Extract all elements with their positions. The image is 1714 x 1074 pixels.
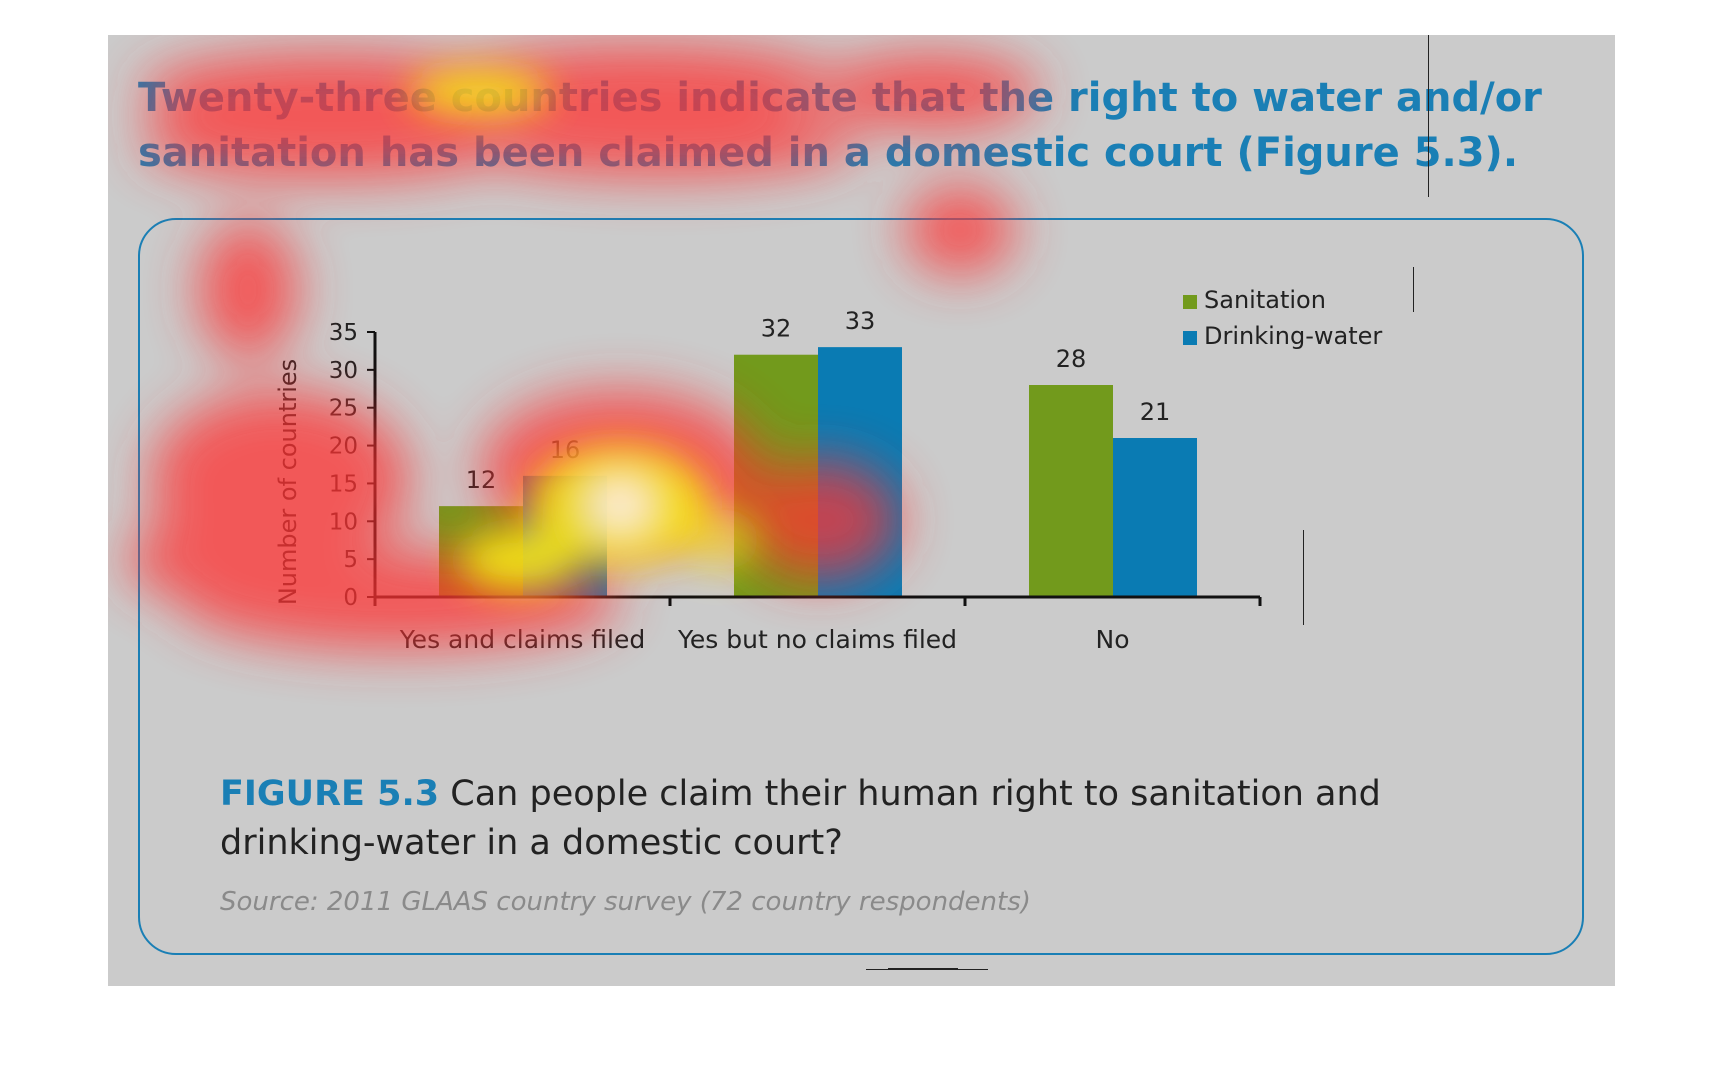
figure-box: 12 16 32 33 28 21 Yes and claims filed Yes but… <box>138 218 1584 955</box>
headline-line-1: Twenty-three countries indicate that the… <box>138 75 1542 121</box>
data-label: 33 <box>845 307 876 335</box>
bar-sanitation-1 <box>439 506 523 597</box>
headline: Twenty-three countries indicate that the… <box>138 71 1542 181</box>
y-tick-label: 30 <box>329 358 358 384</box>
data-label: 28 <box>1056 345 1087 373</box>
figure-label: FIGURE 5.3 <box>220 774 440 814</box>
bar-drinking-water-3 <box>1113 438 1197 597</box>
legend-label: Sanitation <box>1204 286 1326 314</box>
data-label: 16 <box>550 436 581 464</box>
y-axis-title: Number of countries <box>274 359 302 605</box>
y-tick-label: 35 <box>329 320 358 346</box>
source-note: Source: 2011 GLAAS country survey (72 co… <box>220 887 1031 917</box>
y-tick-label: 20 <box>329 434 358 460</box>
slide: Twenty-three countries indicate that the… <box>108 35 1615 986</box>
y-tick-label: 5 <box>343 547 358 573</box>
figure-caption: FIGURE 5.3 Can people claim their human … <box>220 770 1470 868</box>
legend-label: Drinking-water <box>1204 322 1382 350</box>
scrollbar-thumb[interactable] <box>888 968 958 970</box>
x-tick-label: Yes and claims filed <box>399 625 646 654</box>
y-tick-label: 0 <box>343 585 358 611</box>
cursor-line <box>1303 530 1304 625</box>
legend-swatch <box>1183 295 1197 309</box>
data-label: 12 <box>466 466 497 494</box>
data-label: 21 <box>1140 398 1171 426</box>
legend: Sanitation Drinking-water <box>1183 286 1382 350</box>
data-label: 32 <box>761 315 792 343</box>
y-tick-label: 15 <box>329 471 358 497</box>
bar-chart: 12 16 32 33 28 21 Yes and claims filed Yes but… <box>274 286 1382 654</box>
bars-layer <box>439 347 1197 597</box>
bar-drinking-water-1 <box>523 475 607 597</box>
legend-swatch <box>1183 331 1197 345</box>
headline-line-2: sanitation has been claimed in a domesti… <box>138 130 1519 176</box>
x-tick-label: Yes but no claims filed <box>677 625 957 654</box>
bar-sanitation-3 <box>1029 385 1113 597</box>
cursor-line <box>1413 267 1414 312</box>
cursor-line <box>1428 35 1429 197</box>
bar-sanitation-2 <box>734 354 818 597</box>
x-tick-label: No <box>1096 625 1130 654</box>
y-tick-label: 10 <box>329 509 358 535</box>
y-tick-label: 25 <box>329 396 358 422</box>
figure-caption-text: Can people claim their human right to sa… <box>220 774 1381 863</box>
bar-drinking-water-2 <box>818 347 902 597</box>
